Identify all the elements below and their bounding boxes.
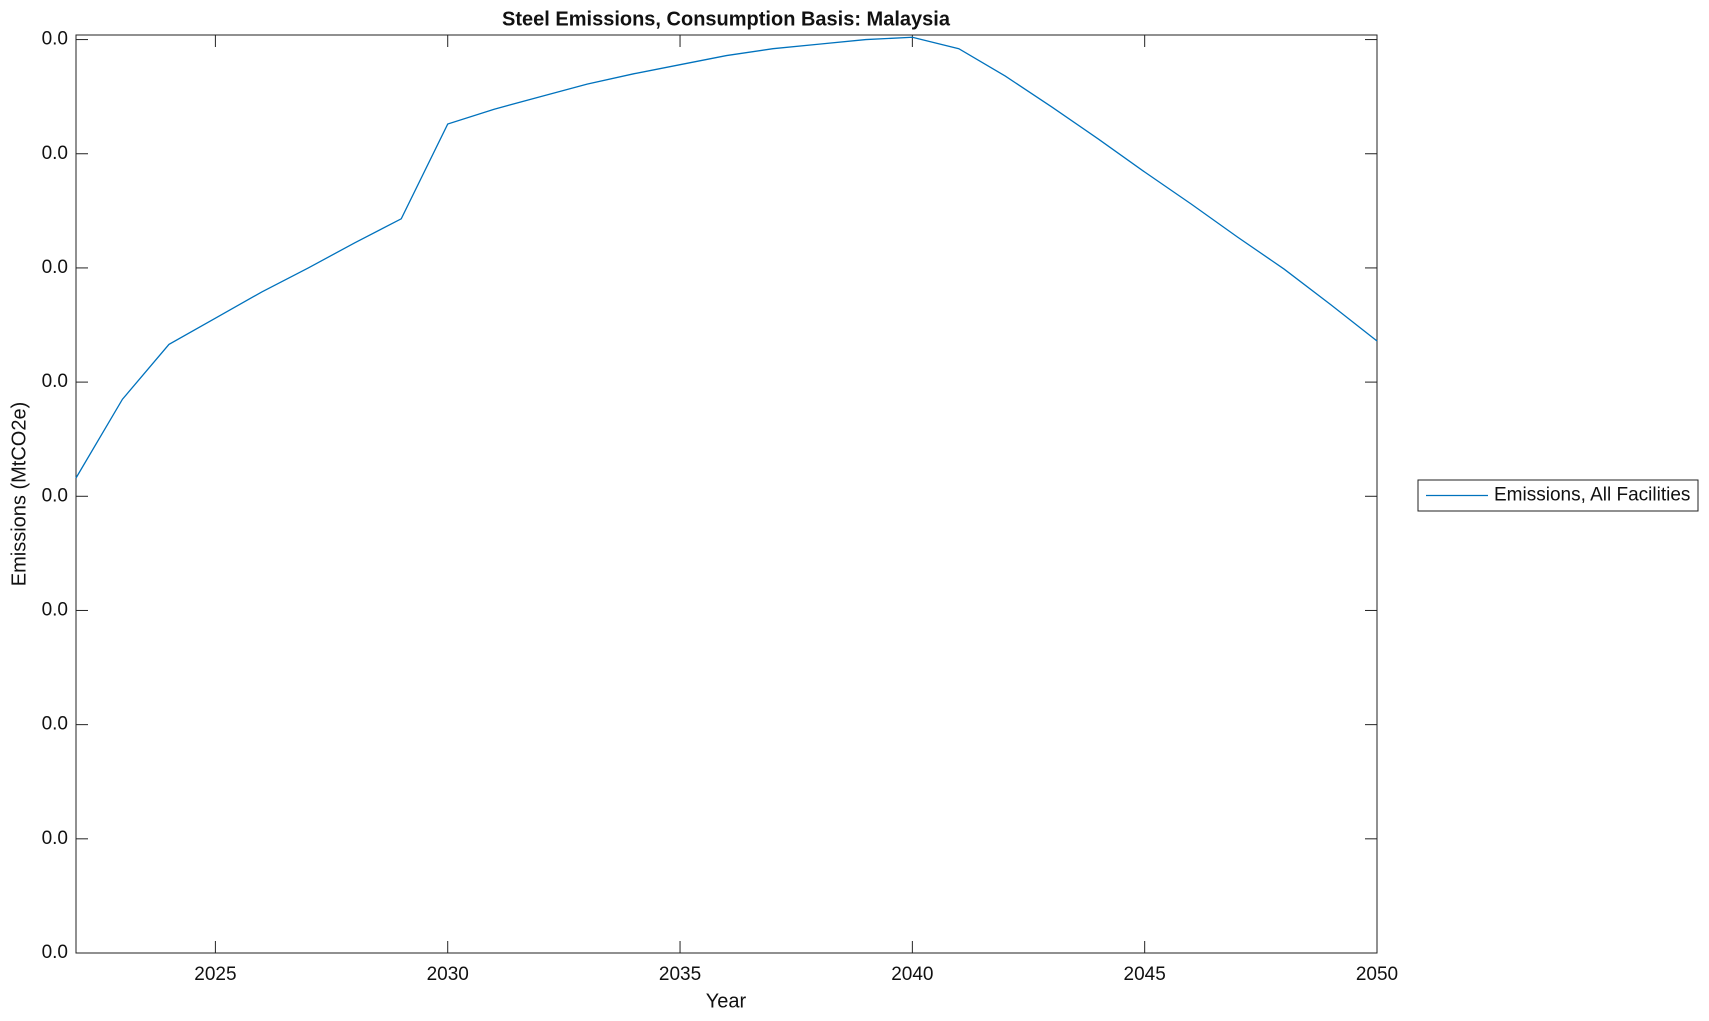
y-axis-label: Emissions (MtCO2e) bbox=[8, 402, 30, 586]
x-axis-label: Year bbox=[706, 990, 747, 1012]
x-tick-label: 2030 bbox=[427, 964, 469, 985]
y-tick-label: 0.0 bbox=[42, 143, 68, 164]
legend-label: Emissions, All Facilities bbox=[1494, 485, 1690, 506]
x-tick-label: 2025 bbox=[194, 964, 236, 985]
y-tick-label: 0.0 bbox=[42, 714, 68, 735]
y-tick-label: 0.0 bbox=[42, 942, 68, 963]
x-tick-label: 2050 bbox=[1356, 964, 1398, 985]
y-tick-label: 0.0 bbox=[42, 29, 68, 50]
chart-title: Steel Emissions, Consumption Basis: Mala… bbox=[502, 8, 951, 30]
x-tick-label: 2040 bbox=[891, 964, 933, 985]
x-tick-label: 2045 bbox=[1124, 964, 1166, 985]
plot-area bbox=[75, 34, 1378, 954]
y-tick-label: 0.0 bbox=[42, 599, 68, 620]
y-tick-label: 0.0 bbox=[42, 485, 68, 506]
x-tick-label: 2035 bbox=[659, 964, 701, 985]
y-tick-label: 0.0 bbox=[42, 257, 68, 278]
data-line bbox=[75, 36, 1378, 479]
y-tick-label: 0.0 bbox=[42, 828, 68, 849]
y-tick-label: 0.0 bbox=[42, 371, 68, 392]
